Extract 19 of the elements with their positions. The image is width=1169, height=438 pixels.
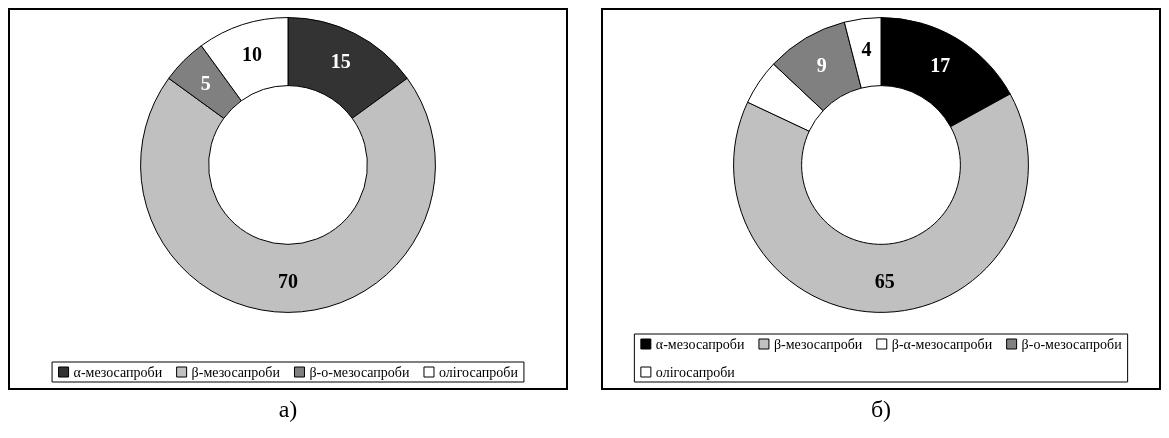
data-label: 5 (200, 71, 211, 94)
data-label: 15 (330, 50, 351, 73)
data-label: 70 (278, 270, 298, 293)
legend-label: β-α-мезосапроби (891, 336, 993, 352)
legend-label: α-мезосапроби (655, 336, 745, 352)
legend-label: β-мезосапроби (191, 364, 281, 380)
data-label: 65 (874, 270, 895, 293)
legend-label: α-мезосапроби (73, 364, 163, 380)
legend-label: β-мезосапроби (773, 336, 863, 352)
legend-label: β-о-мезосапроби (1021, 336, 1123, 352)
data-label: 17 (930, 53, 951, 76)
legend-label: олігосапроби (438, 364, 519, 380)
legend-label: олігосапроби (655, 364, 736, 380)
text: а) (278, 396, 298, 423)
text: б) (870, 396, 892, 423)
legend-label: β-о-мезосапроби (309, 364, 410, 380)
data-label: 4 (861, 38, 872, 61)
data-label: 10 (242, 43, 263, 66)
data-label: 9 (816, 53, 827, 76)
